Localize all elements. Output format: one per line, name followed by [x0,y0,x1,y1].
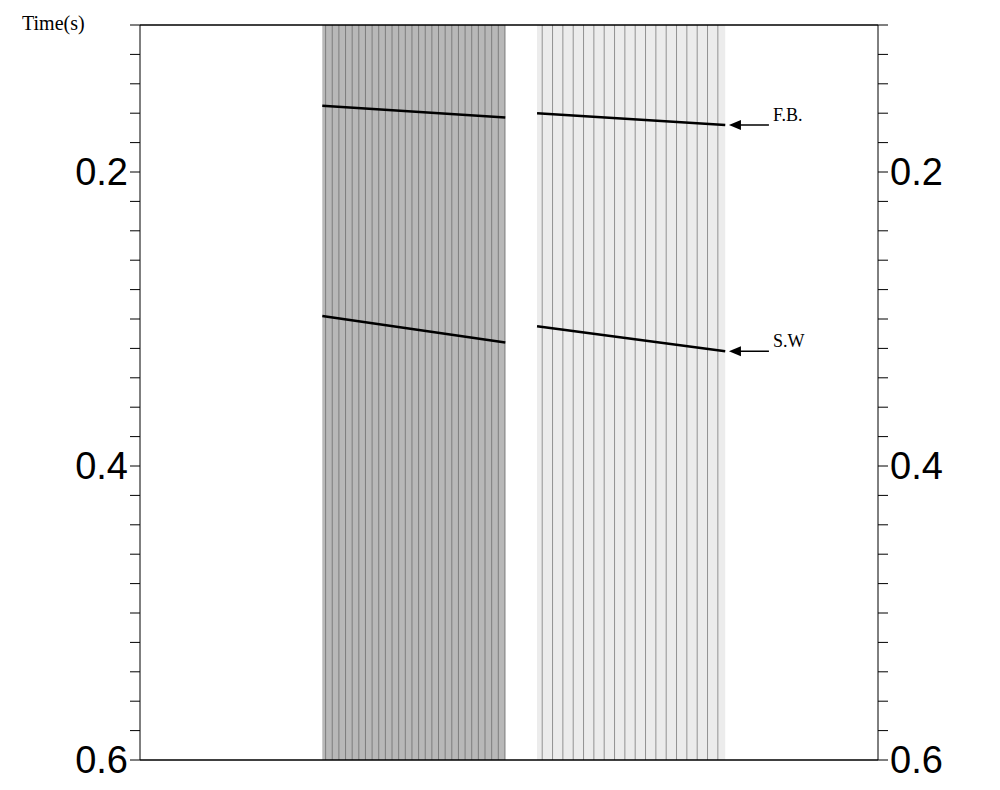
svg-text:0.4: 0.4 [890,445,943,487]
svg-text:S.W: S.W [773,331,805,351]
svg-text:0.6: 0.6 [890,739,943,781]
svg-text:0.2: 0.2 [75,151,128,193]
html-text:Time(s): Time(s) [22,12,85,34]
svg-text:0.4: 0.4 [75,445,128,487]
svg-text:0.2: 0.2 [890,151,943,193]
svg-text:0.6: 0.6 [75,739,128,781]
svg-text:F.B.: F.B. [773,105,803,125]
